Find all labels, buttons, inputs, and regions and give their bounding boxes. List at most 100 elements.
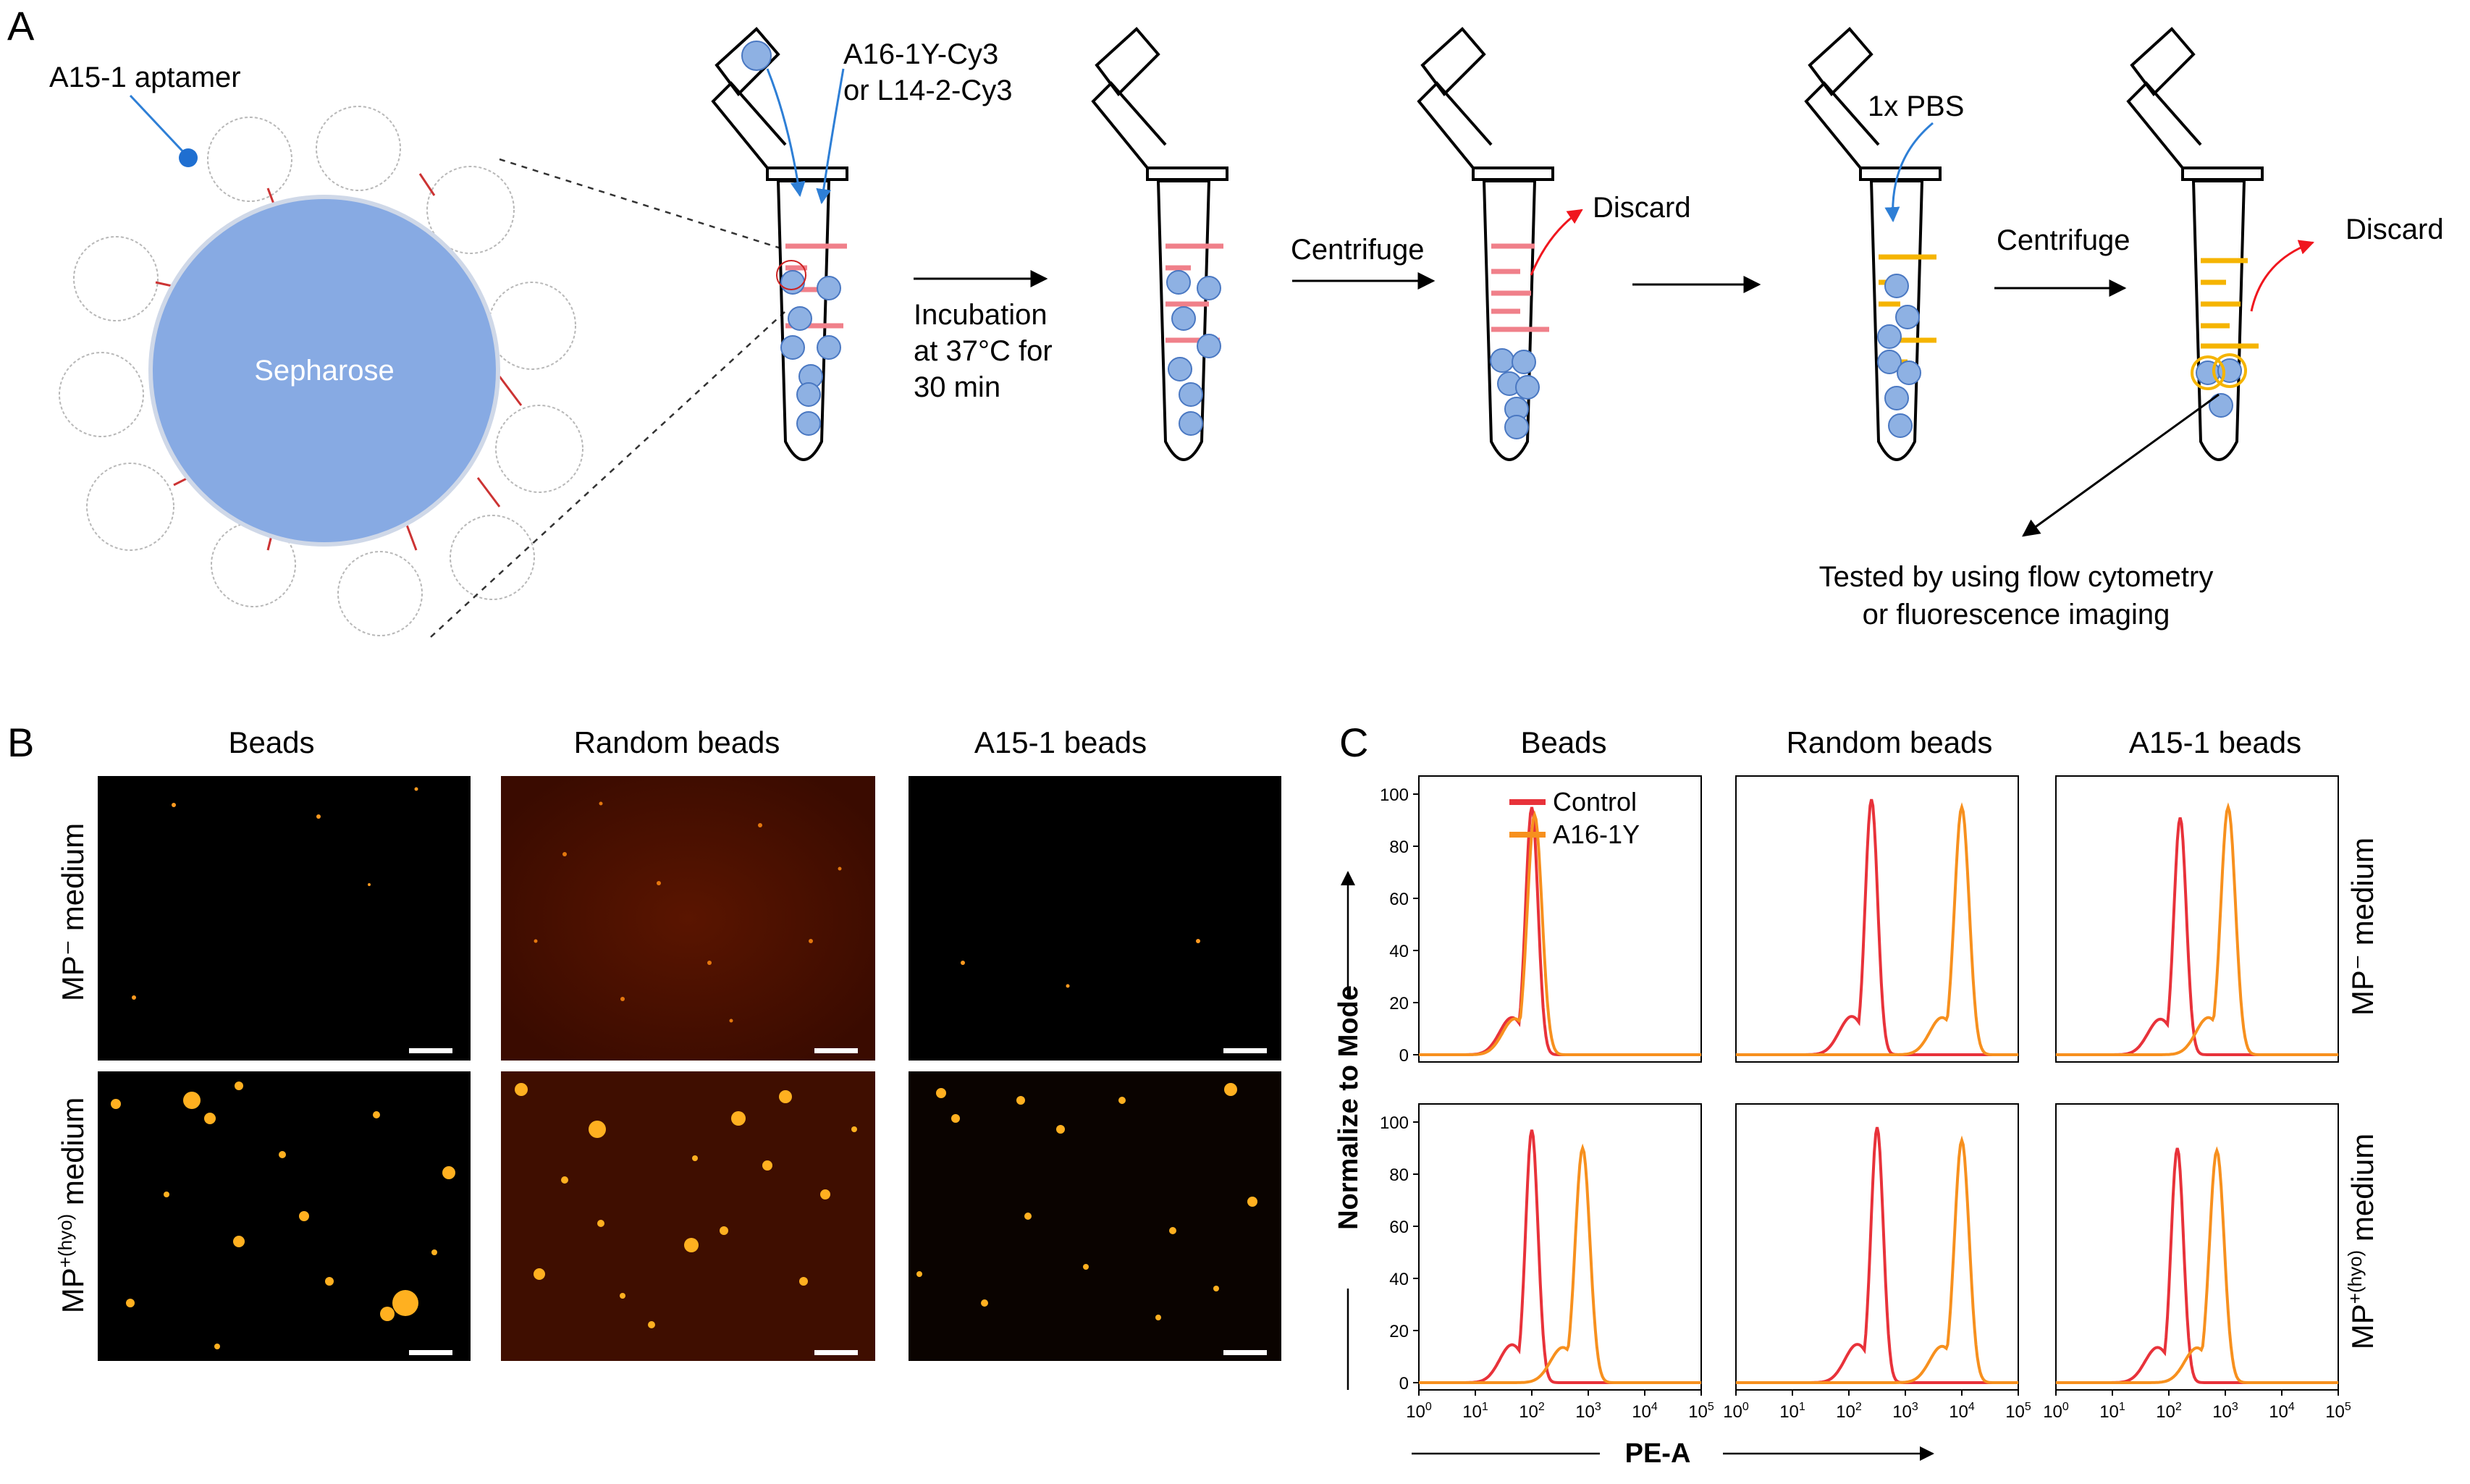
plot-frame (1418, 775, 1702, 1063)
panel-c: C Beads Random beads A15-1 beads MP⁻ med… (1333, 720, 2380, 1469)
histogram-line-a16-1y (1736, 802, 2018, 1056)
tube-1 (711, 27, 848, 461)
aptamer-loops (59, 106, 583, 636)
x-tick-label: 104 (1632, 1401, 1658, 1422)
y-tick-label: 60 (1389, 890, 1409, 909)
y-tick-label: 60 (1389, 1218, 1409, 1237)
panel-c-row-label-1: MP⁻ medium (2345, 838, 2380, 1016)
y-axis-label: Normalize to Mode (1333, 985, 1364, 1230)
aptamer-dot (179, 148, 198, 167)
test-arrow (2022, 393, 2220, 537)
tube-5 (2126, 27, 2264, 461)
plot-frame (2055, 775, 2339, 1063)
x-tick-label: 105 (2005, 1401, 2031, 1422)
micrograph-r2c2 (501, 1071, 875, 1361)
x-tick-label: 104 (2269, 1401, 2295, 1422)
x-tick-label: 103 (2212, 1401, 2238, 1422)
y-tick-label: 80 (1389, 838, 1409, 857)
probe-arrow-1 (766, 68, 806, 198)
pbs-label: 1x PBS (1868, 90, 1964, 122)
histogram-line-control (1419, 1129, 1701, 1384)
panel-c-col-header-2: Random beads (1787, 725, 1993, 759)
panel-b: B Beads Random beads A15-1 beads MP⁻ med… (7, 720, 1281, 1361)
zoom-line-top (499, 158, 786, 251)
tested-line-2: or fluorescence imaging (1863, 599, 2170, 631)
histogram-panel: 0 20 40 60 80 100 100 101 102 103 104 105 (1380, 1103, 1714, 1422)
histogram-panel (2055, 775, 2339, 1063)
panel-b-row-label-2: MP+(hyo) medium (54, 1097, 90, 1313)
panel-c-row-label-2: MP+(hyo) medium (2344, 1134, 2380, 1349)
x-tick-label: 103 (1892, 1401, 1918, 1422)
y-tick-label: 40 (1389, 1270, 1409, 1289)
x-tick-label: 101 (1779, 1401, 1805, 1422)
probe-arrow-2 (816, 68, 845, 205)
sepharose-label: Sepharose (254, 355, 394, 387)
y-tick-label: 100 (1380, 785, 1409, 805)
histogram-line-a16-1y (1736, 1135, 2018, 1384)
tube-4 (1804, 27, 1942, 461)
pbs-arrow (1884, 122, 1934, 223)
centrifuge-label-1: Centrifuge (1291, 234, 1425, 266)
centrifuge-label-2: Centrifuge (1997, 224, 2130, 256)
x-tick-label: 104 (1949, 1401, 1975, 1422)
panel-a-letter: A (7, 3, 35, 49)
x-tick-label: 101 (1462, 1401, 1488, 1422)
probe-label-2: or L14-2-Cy3 (843, 75, 1012, 106)
x-tick-label: 101 (2099, 1401, 2125, 1422)
probe-label-1: A16-1Y-Cy3 (843, 38, 998, 70)
micrograph-r1c3 (909, 776, 1281, 1061)
plot-frame (1418, 1103, 1702, 1391)
y-tick-label: 80 (1389, 1165, 1409, 1185)
y-tick-label: 0 (1399, 1046, 1409, 1066)
incubation-line-1: Incubation (914, 299, 1048, 331)
y-tick-label: 40 (1389, 942, 1409, 961)
histogram-panel: 0 20 40 60 80 100 (1380, 775, 1702, 1066)
aptamer-label: A15-1 aptamer (49, 62, 241, 93)
discard-label-2: Discard (2345, 214, 2444, 245)
panel-b-col-header-1: Beads (228, 725, 314, 759)
x-tick-label: 102 (2156, 1401, 2182, 1422)
plot-frame (2055, 1103, 2339, 1391)
discard-label-1: Discard (1593, 192, 1691, 224)
histogram-line-a16-1y (2056, 802, 2338, 1056)
y-tick-label: 20 (1389, 994, 1409, 1013)
panel-b-letter: B (7, 720, 34, 765)
y-tick-label: 20 (1389, 1322, 1409, 1341)
tube-2 (1091, 27, 1228, 461)
panel-c-col-header-3: A15-1 beads (2129, 725, 2301, 759)
x-tick-label: 100 (2043, 1401, 2069, 1422)
x-tick-label: 100 (1723, 1401, 1749, 1422)
micrograph-r2c1 (98, 1071, 471, 1361)
micrograph-r1c1 (98, 776, 471, 1061)
x-tick-label: 105 (1688, 1401, 1714, 1422)
histogram-line-a16-1y (1419, 810, 1701, 1056)
histogram-panel: 100 101 102 103 104 105 (1723, 1103, 2031, 1422)
legend-label: A16-1Y (1553, 819, 1640, 849)
micrograph-r1c2 (501, 776, 875, 1061)
panel-a: A A15-1 aptamer (7, 3, 2444, 638)
histogram-line-a16-1y (1419, 1143, 1701, 1384)
probe-bead (741, 41, 772, 71)
histogram-line-a16-1y (2056, 1146, 2338, 1384)
x-tick-label: 103 (1575, 1401, 1601, 1422)
plot-frame (1735, 1103, 2019, 1391)
tested-line-1: Tested by using flow cytometry (1819, 561, 2214, 593)
incubation-line-2: at 37°C for (914, 335, 1053, 367)
plot-frame (1735, 775, 2019, 1063)
y-tick-label: 100 (1380, 1113, 1409, 1133)
sepharose-bead (148, 195, 500, 547)
histogram-panel (1735, 775, 2019, 1063)
y-tick-label: 0 (1399, 1374, 1409, 1394)
panel-b-col-header-2: Random beads (574, 725, 780, 759)
panel-b-row-label-1: MP⁻ medium (56, 823, 90, 1001)
discard-arrow-2 (2250, 240, 2314, 312)
panel-b-col-header-3: A15-1 beads (974, 725, 1147, 759)
tube-3 (1417, 27, 1554, 461)
x-tick-label: 102 (1836, 1401, 1862, 1422)
x-tick-label: 102 (1519, 1401, 1545, 1422)
incubation-line-3: 30 min (914, 371, 1000, 403)
histogram-panel: 100 101 102 103 104 105 (2043, 1103, 2351, 1422)
